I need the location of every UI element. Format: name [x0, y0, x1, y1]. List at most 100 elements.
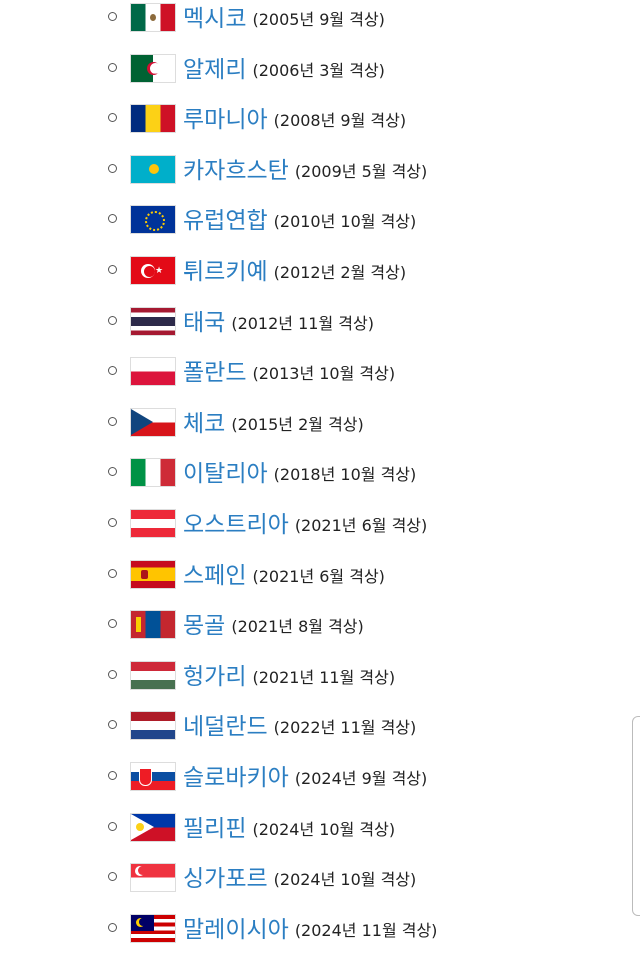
- list-item: 헝가리 (2021년 11월 격상): [0, 655, 640, 695]
- country-name[interactable]: 루마니아: [183, 107, 268, 134]
- flag-algeria-icon: [130, 53, 176, 83]
- upgrade-date: (2018년 10월 격상): [273, 465, 417, 485]
- list-item: 네덜란드 (2022년 11월 격상): [0, 705, 640, 745]
- flag-poland-icon: [130, 357, 176, 387]
- bullet-icon: [108, 922, 117, 932]
- flag-eu-icon: [130, 205, 176, 235]
- list-item: 슬로바키아 (2024년 9월 격상): [0, 756, 640, 796]
- flag-mongolia-icon: [130, 610, 176, 640]
- country-name[interactable]: 멕시코: [183, 6, 247, 32]
- list-item: 폴란드 (2013년 10월 격상): [0, 351, 640, 391]
- country-link[interactable]: 몽골 (2021년 8월 격상): [183, 606, 364, 640]
- upgrade-date: (2021년 6월 격상): [252, 566, 385, 586]
- bullet-icon: [108, 568, 117, 578]
- list-item: 오스트리아 (2021년 6월 격상): [0, 503, 640, 543]
- flag-spain-icon: [130, 559, 176, 589]
- country-link[interactable]: 말레이시아 (2024년 11월 격상): [183, 910, 437, 944]
- list-item: 유럽연합 (2010년 10월 격상): [0, 199, 640, 239]
- list-item: 태국 (2012년 11월 격상): [0, 301, 640, 341]
- flag-hungary-icon: [130, 660, 176, 690]
- country-link[interactable]: 슬로바키아 (2024년 9월 격상): [183, 758, 427, 792]
- upgrade-date: (2005년 9월 격상): [252, 10, 385, 29]
- country-name[interactable]: 카자흐스탄: [183, 157, 289, 184]
- flag-kazakhstan-icon: [130, 154, 176, 184]
- country-name[interactable]: 필리핀: [183, 815, 247, 842]
- country-name[interactable]: 체코: [183, 410, 226, 437]
- country-name[interactable]: 몽골: [183, 613, 226, 640]
- flag-thailand-icon: [130, 306, 176, 336]
- flag-turkey-icon: ★: [130, 256, 176, 285]
- bullet-icon: [108, 619, 117, 629]
- bullet-icon: [108, 113, 117, 123]
- country-link[interactable]: 폴란드 (2013년 10월 격상): [183, 353, 395, 387]
- flag-malaysia-icon: [130, 913, 176, 943]
- list-item: 카자흐스탄 (2009년 5월 격상): [0, 149, 640, 189]
- bullet-icon: [108, 62, 117, 72]
- country-name[interactable]: 알제리: [183, 56, 247, 83]
- country-link[interactable]: 태국 (2012년 11월 격상): [183, 303, 374, 337]
- scrollbar-handle[interactable]: [632, 716, 640, 916]
- bullet-icon: [108, 265, 117, 274]
- country-name[interactable]: 네덜란드: [183, 714, 268, 741]
- bullet-icon: [108, 163, 117, 173]
- bullet-icon: [108, 12, 117, 21]
- country-name[interactable]: 폴란드: [183, 360, 247, 387]
- upgrade-date: (2024년 9월 격상): [294, 769, 428, 788]
- country-name[interactable]: 유럽연합: [183, 208, 268, 235]
- country-name[interactable]: 태국: [183, 309, 226, 336]
- country-link[interactable]: 필리핀 (2024년 10월 격상): [183, 809, 395, 843]
- list-item: 말레이시아 (2024년 11월 격상): [0, 908, 640, 948]
- bullet-icon: [108, 467, 117, 477]
- country-name[interactable]: 이탈리아: [183, 461, 268, 488]
- list-item: 루마니아 (2008년 9월 격상): [0, 98, 640, 138]
- bullet-icon: [108, 416, 117, 426]
- upgrade-date: (2012년 2월 격상): [273, 263, 407, 282]
- list-item: 싱가포르 (2024년 10월 격상): [0, 857, 640, 897]
- country-link[interactable]: 카자흐스탄 (2009년 5월 격상): [183, 151, 427, 185]
- country-link[interactable]: 유럽연합 (2010년 10월 격상): [183, 201, 416, 235]
- country-link[interactable]: 네덜란드 (2022년 11월 격상): [183, 707, 416, 741]
- list-item: 몽골 (2021년 8월 격상): [0, 604, 640, 644]
- country-link[interactable]: 이탈리아 (2018년 10월 격상): [183, 454, 416, 488]
- bullet-icon: [108, 821, 117, 831]
- country-link[interactable]: 알제리 (2006년 3월 격상): [183, 50, 385, 84]
- country-name[interactable]: 말레이시아: [183, 916, 289, 943]
- bullet-icon: [108, 771, 117, 780]
- upgrade-date: (2009년 5월 격상): [294, 161, 428, 181]
- upgrade-date: (2013년 10월 격상): [252, 364, 396, 384]
- country-link[interactable]: 싱가포르 (2024년 10월 격상): [183, 859, 416, 893]
- country-name[interactable]: 스페인: [183, 562, 247, 589]
- flag-mexico-icon: [130, 3, 176, 32]
- upgrade-date: (2010년 10월 격상): [273, 212, 417, 232]
- country-name[interactable]: 튀르키예: [183, 259, 268, 285]
- country-link[interactable]: 멕시코 (2005년 9월 격상): [183, 0, 385, 33]
- country-name[interactable]: 오스트리아: [183, 512, 289, 538]
- flag-slovakia-icon: [130, 762, 176, 791]
- bullet-icon: [108, 720, 117, 730]
- upgrade-date: (2021년 6월 격상): [294, 516, 428, 535]
- list-item: ★ 튀르키예 (2012년 2월 격상): [0, 250, 640, 290]
- bullet-icon: [108, 518, 117, 527]
- upgrade-date: (2024년 10월 격상): [273, 870, 417, 890]
- list-item: 체코 (2015년 2월 격상): [0, 402, 640, 442]
- upgrade-date: (2024년 11월 격상): [294, 920, 438, 940]
- country-link[interactable]: 체코 (2015년 2월 격상): [183, 404, 364, 438]
- list-item: 이탈리아 (2018년 10월 격상): [0, 452, 640, 492]
- list-item: 멕시코 (2005년 9월 격상): [0, 0, 640, 37]
- flag-italy-icon: [130, 458, 176, 488]
- country-link[interactable]: 오스트리아 (2021년 6월 격상): [183, 505, 427, 539]
- list-item: 스페인 (2021년 6월 격상): [0, 554, 640, 594]
- country-link[interactable]: 스페인 (2021년 6월 격상): [183, 556, 385, 590]
- country-name[interactable]: 헝가리: [183, 663, 247, 690]
- upgrade-date: (2024년 10월 격상): [252, 819, 396, 839]
- country-link[interactable]: 튀르키예 (2012년 2월 격상): [183, 252, 406, 286]
- flag-philippines-icon: [130, 812, 176, 842]
- flag-czech-icon: [130, 407, 176, 437]
- country-link[interactable]: 루마니아 (2008년 9월 격상): [183, 100, 406, 134]
- country-name[interactable]: 슬로바키아: [183, 765, 289, 791]
- country-link[interactable]: 헝가리 (2021년 11월 격상): [183, 657, 395, 691]
- bullet-icon: [108, 366, 117, 376]
- upgrade-date: (2008년 9월 격상): [273, 111, 407, 131]
- country-name[interactable]: 싱가포르: [183, 866, 268, 893]
- list-item: 필리핀 (2024년 10월 격상): [0, 807, 640, 847]
